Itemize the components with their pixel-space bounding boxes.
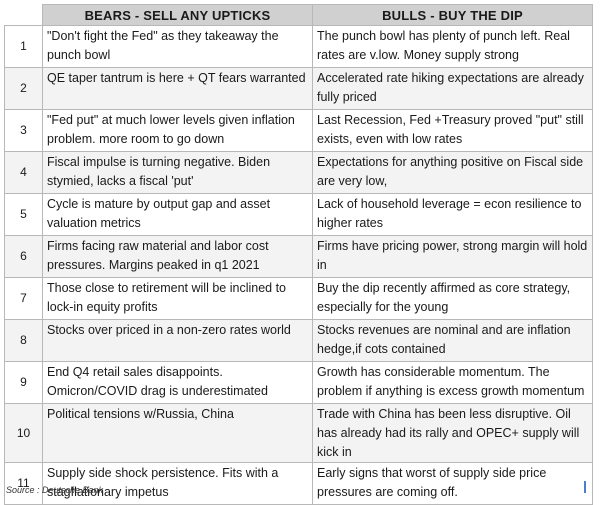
bears-vs-bulls-table: BEARS - SELL ANY UPTICKS BULLS - BUY THE… — [4, 4, 593, 505]
bull-argument-cell: Growth has considerable momentum. The pr… — [312, 361, 593, 404]
table-row: 10 Political tensions w/Russia, China Trad… — [4, 403, 593, 463]
bulls-column-header: BULLS - BUY THE DIP — [312, 4, 593, 26]
bull-argument-cell: Accelerated rate hiking expectations are… — [312, 67, 593, 110]
bull-argument-cell: Stocks revenues are nominal and are infl… — [312, 319, 593, 362]
table-row: 5 Cycle is mature by output gap and asset… — [4, 193, 593, 236]
bull-argument-cell: Buy the dip recently affirmed as core st… — [312, 277, 593, 320]
table-row: 2 QE taper tantrum is here + QT fears war… — [4, 67, 593, 110]
bull-argument-cell: Trade with China has been less disruptiv… — [312, 403, 593, 463]
bears-bulls-table-container: BEARS - SELL ANY UPTICKS BULLS - BUY THE… — [4, 4, 593, 505]
bear-argument-cell: Political tensions w/Russia, China — [42, 403, 313, 463]
bear-argument-cell: Stocks over priced in a non-zero rates w… — [42, 319, 313, 362]
bull-argument-cell: The punch bowl has plenty of punch left.… — [312, 25, 593, 68]
bull-argument-cell: Lack of household leverage = econ resili… — [312, 193, 593, 236]
bull-argument-cell: Firms have pricing power, strong margin … — [312, 235, 593, 278]
bear-argument-cell: "Don't fight the Fed" as they takeaway t… — [42, 25, 313, 68]
row-number: 6 — [4, 235, 43, 278]
footer: Source : Deutsche Bank — [6, 480, 594, 495]
row-number: 9 — [4, 361, 43, 404]
row-number: 1 — [4, 25, 43, 68]
row-number: 4 — [4, 151, 43, 194]
table-row: 7 Those close to retirement will be incli… — [4, 277, 593, 320]
source-note: Source : Deutsche Bank — [6, 485, 104, 495]
bull-argument-cell: Expectations for anything positive on Fi… — [312, 151, 593, 194]
table-row: 4 Fiscal impulse is turning negative. Bid… — [4, 151, 593, 194]
table-header-row: BEARS - SELL ANY UPTICKS BULLS - BUY THE… — [4, 4, 593, 26]
row-number: 2 — [4, 67, 43, 110]
bears-column-header: BEARS - SELL ANY UPTICKS — [42, 4, 313, 26]
table-row: 9 End Q4 retail sales disappoints. Omicro… — [4, 361, 593, 404]
table-row: 8 Stocks over priced in a non-zero rates … — [4, 319, 593, 362]
bear-argument-cell: Cycle is mature by output gap and asset … — [42, 193, 313, 236]
table-row: 3 "Fed put" at much lower levels given in… — [4, 109, 593, 152]
bear-argument-cell: Those close to retirement will be inclin… — [42, 277, 313, 320]
row-number: 7 — [4, 277, 43, 320]
bear-argument-cell: End Q4 retail sales disappoints. Omicron… — [42, 361, 313, 404]
number-column-header — [4, 4, 43, 26]
table-row: 1 "Don't fight the Fed" as they takeaway … — [4, 25, 593, 68]
bear-argument-cell: "Fed put" at much lower levels given inf… — [42, 109, 313, 152]
text-cursor-mark — [584, 481, 586, 493]
table-body: 1 "Don't fight the Fed" as they takeaway … — [4, 25, 593, 505]
row-number: 8 — [4, 319, 43, 362]
row-number: 5 — [4, 193, 43, 236]
table-row: 6 Firms facing raw material and labor cos… — [4, 235, 593, 278]
bear-argument-cell: QE taper tantrum is here + QT fears warr… — [42, 67, 313, 110]
row-number: 3 — [4, 109, 43, 152]
bear-argument-cell: Fiscal impulse is turning negative. Bide… — [42, 151, 313, 194]
table-row: 11 Supply side shock persistence. Fits wi… — [4, 462, 593, 505]
bear-argument-cell: Firms facing raw material and labor cost… — [42, 235, 313, 278]
bull-argument-cell: Last Recession, Fed +Treasury proved "pu… — [312, 109, 593, 152]
row-number: 10 — [4, 403, 43, 463]
